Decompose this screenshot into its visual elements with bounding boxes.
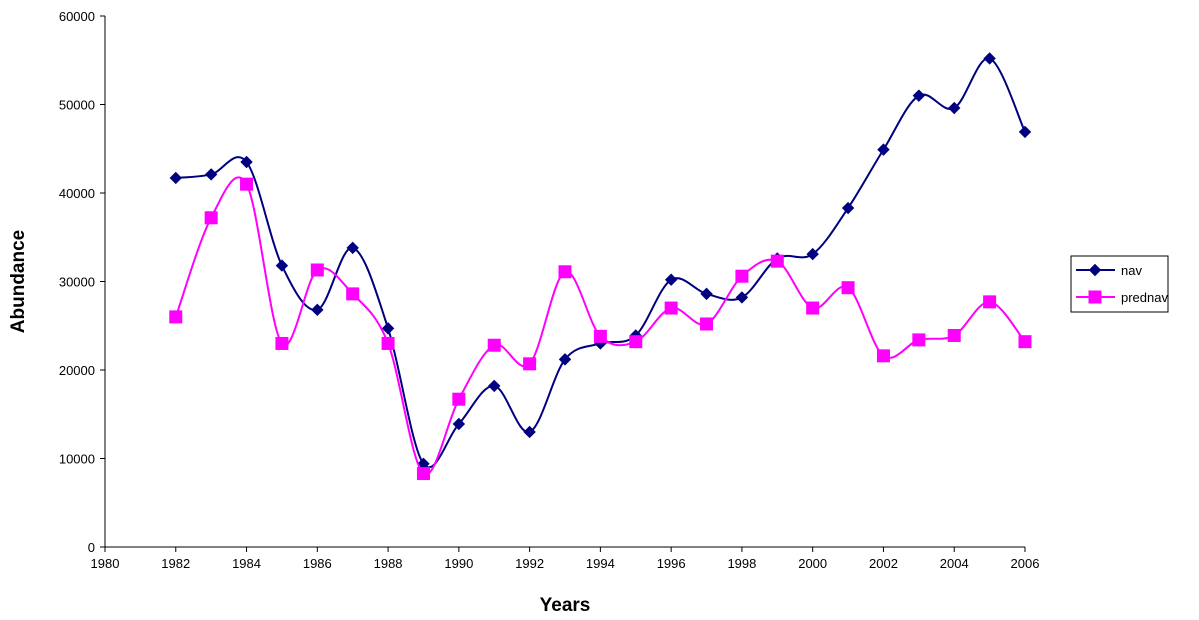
data-point-prednav bbox=[310, 263, 324, 277]
data-point-prednav bbox=[416, 467, 430, 481]
series-nav bbox=[169, 52, 1032, 471]
data-point-nav bbox=[700, 287, 713, 301]
data-point-nav bbox=[169, 171, 182, 185]
data-point-nav bbox=[735, 291, 749, 304]
data-point-prednav bbox=[841, 281, 855, 295]
data-point-prednav bbox=[452, 392, 466, 406]
data-point-prednav bbox=[947, 328, 961, 342]
series-line-nav bbox=[175, 57, 1026, 469]
data-point-prednav bbox=[558, 265, 572, 279]
x-tick-label: 1984 bbox=[232, 556, 261, 571]
data-point-prednav bbox=[169, 310, 183, 324]
data-point-nav bbox=[1018, 125, 1032, 139]
data-point-prednav bbox=[1018, 335, 1032, 349]
data-point-nav bbox=[983, 52, 996, 65]
data-point-nav bbox=[275, 259, 289, 272]
series-layer bbox=[169, 52, 1032, 481]
data-point-prednav bbox=[204, 211, 218, 225]
y-tick-label: 40000 bbox=[59, 186, 95, 201]
legend-box bbox=[1070, 255, 1169, 313]
y-tick-label: 60000 bbox=[59, 9, 95, 24]
x-tick-label: 1990 bbox=[444, 556, 473, 571]
data-point-prednav bbox=[735, 269, 749, 283]
y-tick-label: 20000 bbox=[59, 363, 95, 378]
x-tick-label: 1998 bbox=[727, 556, 756, 571]
data-point-nav bbox=[558, 353, 572, 366]
data-point-nav bbox=[488, 379, 501, 393]
data-point-prednav bbox=[912, 333, 926, 347]
legend-marker-prednav bbox=[1088, 290, 1102, 304]
data-point-prednav bbox=[523, 357, 537, 371]
data-point-nav bbox=[523, 425, 536, 439]
series-prednav bbox=[169, 176, 1032, 481]
data-point-nav bbox=[841, 201, 855, 215]
y-tick-label: 30000 bbox=[59, 275, 95, 290]
y-axis-title: Abundance bbox=[8, 230, 29, 333]
data-point-prednav bbox=[664, 301, 678, 315]
x-tick-label: 2000 bbox=[798, 556, 827, 571]
data-point-prednav bbox=[275, 336, 289, 350]
legend-items: nav prednav bbox=[1076, 263, 1168, 305]
x-tick-label: 1986 bbox=[303, 556, 332, 571]
y-axis-ticks: 0 10000 20000 30000 40000 50000 60000 bbox=[59, 9, 105, 555]
data-point-nav bbox=[806, 247, 819, 261]
legend: nav prednav bbox=[1070, 255, 1169, 313]
data-point-prednav bbox=[629, 335, 643, 349]
legend-item-prednav: prednav bbox=[1076, 290, 1168, 305]
data-point-nav bbox=[381, 322, 395, 335]
x-tick-label: 1994 bbox=[586, 556, 615, 571]
data-point-prednav bbox=[240, 177, 254, 191]
data-point-nav bbox=[240, 155, 253, 169]
data-point-prednav bbox=[983, 295, 997, 309]
legend-item-nav: nav bbox=[1076, 263, 1142, 278]
x-tick-label: 1996 bbox=[657, 556, 686, 571]
y-tick-label: 50000 bbox=[59, 98, 95, 113]
data-point-nav bbox=[346, 241, 359, 255]
legend-marker-nav bbox=[1088, 263, 1102, 277]
x-tick-label: 2002 bbox=[869, 556, 898, 571]
legend-label-nav: nav bbox=[1121, 263, 1142, 278]
data-point-prednav bbox=[381, 336, 395, 350]
y-tick-label: 0 bbox=[88, 540, 95, 555]
data-point-nav bbox=[948, 101, 961, 115]
data-point-prednav bbox=[876, 349, 890, 363]
data-point-prednav bbox=[487, 338, 501, 352]
data-point-prednav bbox=[346, 287, 360, 301]
legend-label-prednav: prednav bbox=[1121, 290, 1168, 305]
data-point-nav bbox=[877, 143, 890, 156]
x-tick-label: 1988 bbox=[374, 556, 403, 571]
series-line-prednav bbox=[174, 176, 1026, 476]
plot-area: 1980 1982 1984 1986 1988 1990 1992 1994 1996 1998… bbox=[59, 9, 1040, 571]
data-point-nav bbox=[912, 89, 926, 102]
data-point-prednav bbox=[700, 317, 714, 331]
data-point-nav bbox=[204, 168, 218, 181]
data-point-prednav bbox=[593, 329, 607, 343]
data-point-nav bbox=[452, 417, 466, 431]
x-tick-label: 1982 bbox=[161, 556, 190, 571]
x-tick-label: 2004 bbox=[940, 556, 969, 571]
data-point-prednav bbox=[806, 301, 820, 315]
x-tick-label: 1980 bbox=[91, 556, 120, 571]
data-point-prednav bbox=[770, 254, 784, 268]
data-point-nav bbox=[311, 303, 324, 317]
x-tick-label: 1992 bbox=[515, 556, 544, 571]
x-axis-ticks: 1980 1982 1984 1986 1988 1990 1992 1994 1996 1998… bbox=[91, 547, 1040, 571]
x-axis-title: Years bbox=[540, 595, 591, 616]
data-point-nav bbox=[664, 273, 678, 286]
y-tick-label: 10000 bbox=[59, 452, 95, 467]
x-tick-label: 2006 bbox=[1011, 556, 1040, 571]
